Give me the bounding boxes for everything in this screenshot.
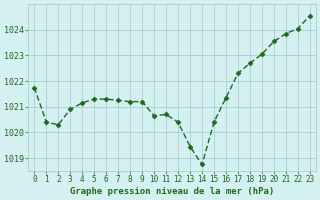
X-axis label: Graphe pression niveau de la mer (hPa): Graphe pression niveau de la mer (hPa) bbox=[70, 187, 274, 196]
